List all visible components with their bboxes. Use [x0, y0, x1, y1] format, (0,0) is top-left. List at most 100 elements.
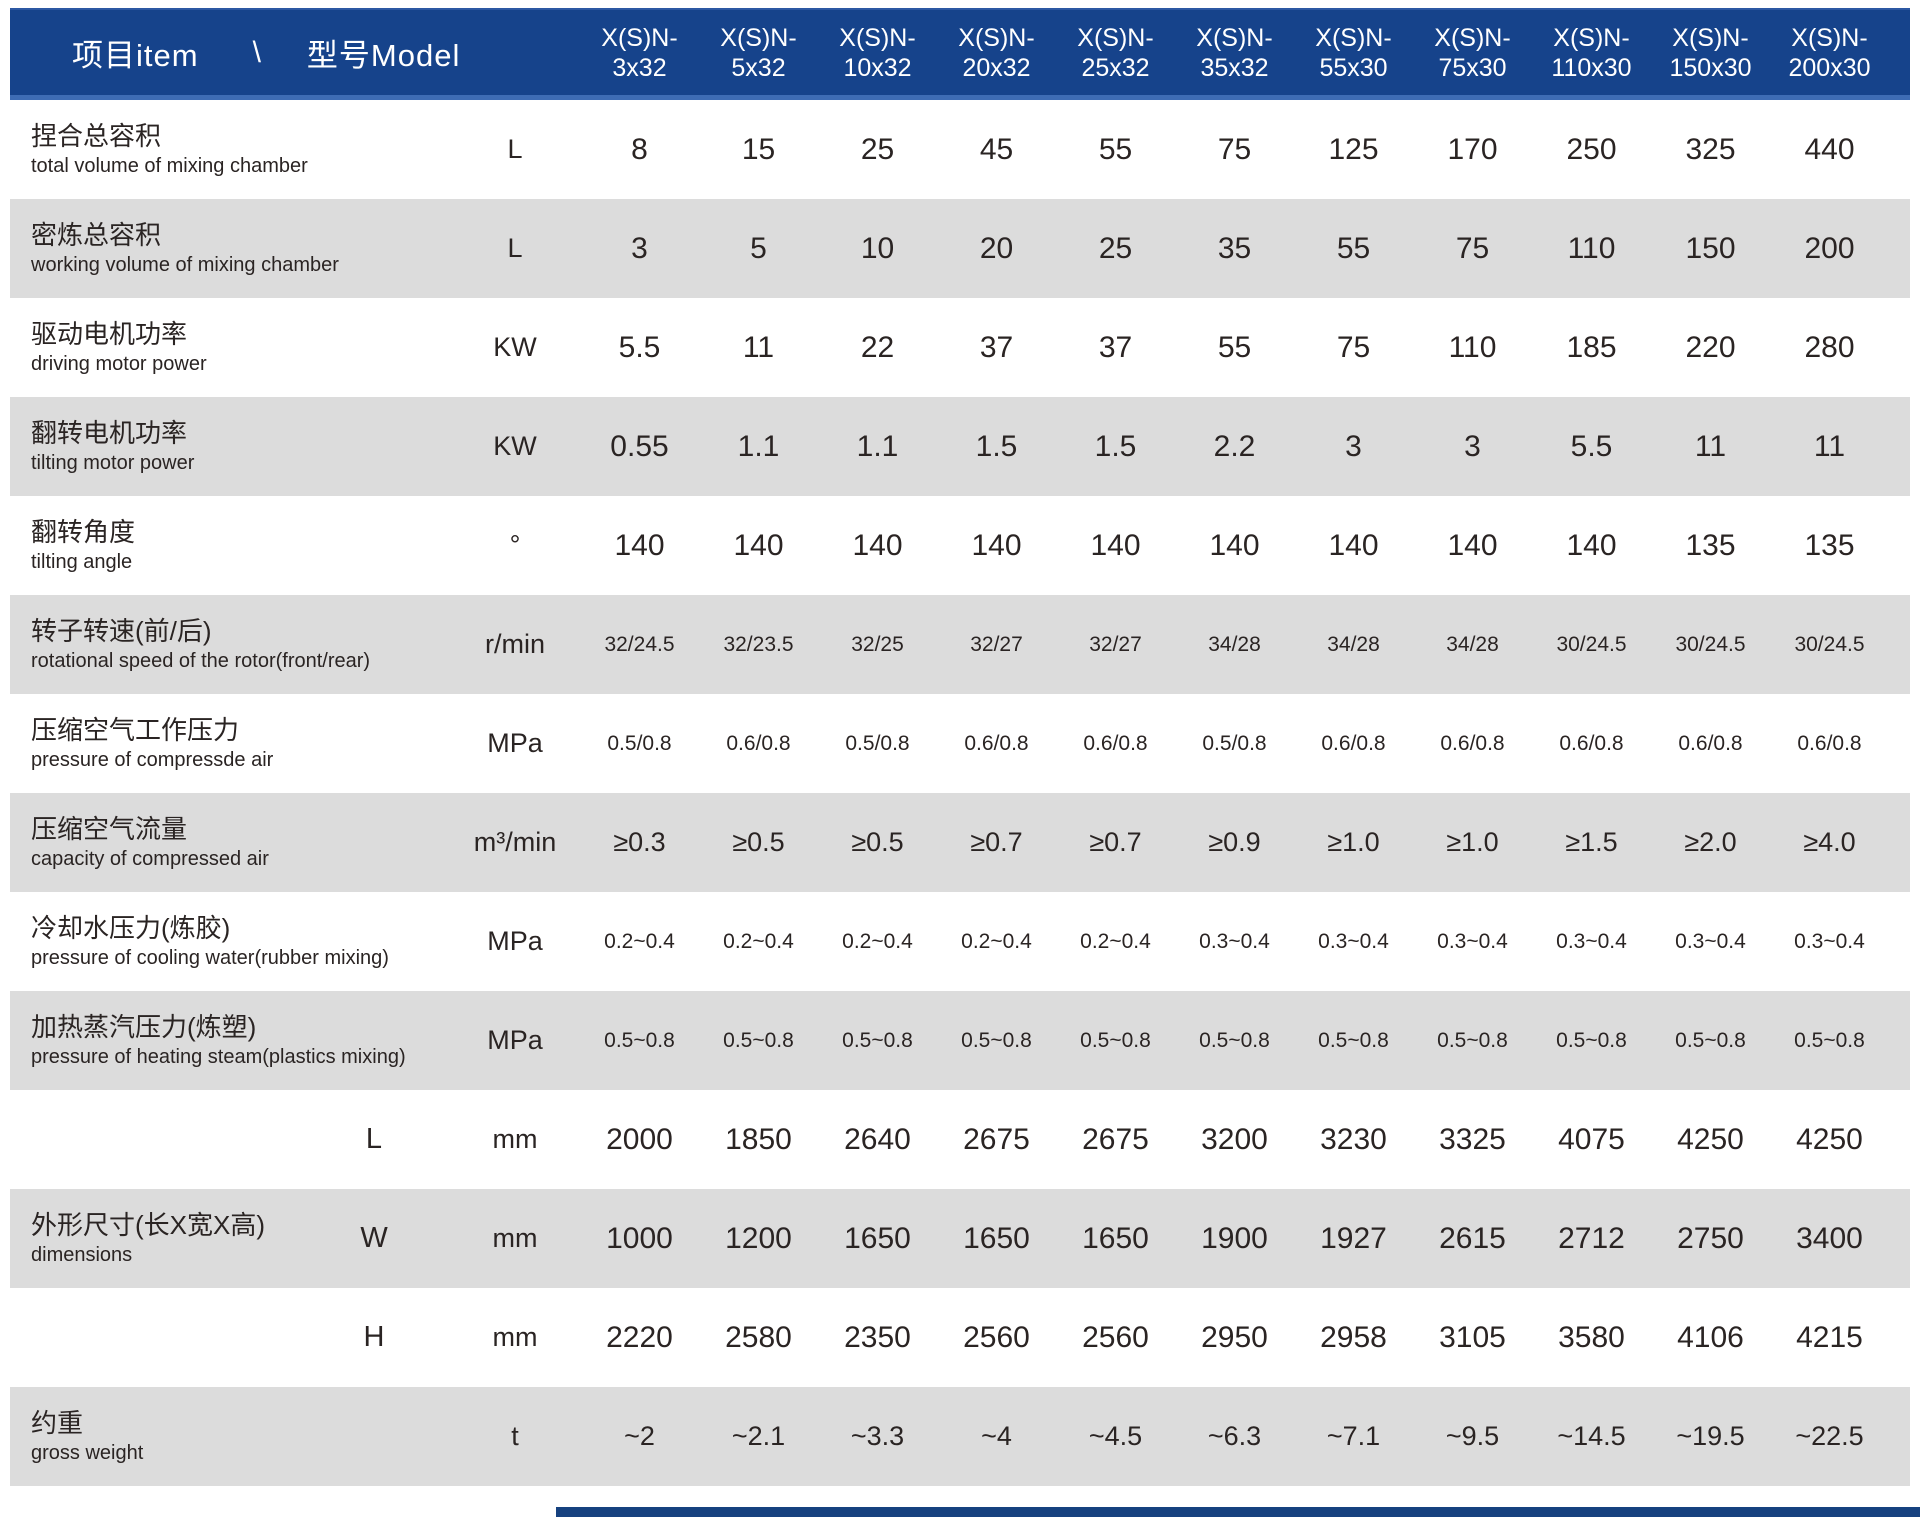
model-prefix: X(S)N- — [1196, 23, 1273, 52]
spec-value: 30/24.5 — [1556, 632, 1627, 656]
spec-value: ≥0.3 — [613, 827, 666, 857]
row-values: ~2 ~2.1 ~3.3 ~4 ~4.5 ~6.3 ~7.1 ~9.5 ~14.5 ~19.5 ~2… — [580, 1421, 1889, 1452]
row-sub-label — [299, 100, 449, 199]
spec-value: 1850 — [725, 1122, 792, 1156]
row-sub-label — [299, 298, 449, 397]
row-label-en: capacity of compressed air — [31, 848, 269, 870]
spec-value: 1927 — [1320, 1221, 1387, 1255]
spec-value: ≥0.7 — [1089, 827, 1142, 857]
spec-value: 5.5 — [618, 330, 661, 364]
spec-row-working-volume: 密炼总容积 working volume of mixing chamber L 3 5… — [10, 199, 1910, 298]
spec-row-gross-weight: 约重 gross weight t ~2 ~2.1 ~3.3 ~4 ~4.5 ~6.3 ~7.1 ~… — [10, 1387, 1910, 1486]
spec-value: ~6.3 — [1207, 1421, 1262, 1451]
row-values: 0.55 1.1 1.1 1.5 1.5 2.2 3 3 5.5 11 11 — [580, 430, 1889, 464]
spec-value: 3105 — [1439, 1320, 1506, 1354]
spec-value: 135 — [1804, 528, 1855, 562]
spec-value: 11 — [1694, 429, 1727, 463]
row-label: H — [10, 1288, 450, 1387]
spec-value: ~3.3 — [850, 1421, 905, 1451]
spec-value: ~2.1 — [731, 1421, 786, 1451]
spec-value: 0.5~0.8 — [961, 1028, 1032, 1052]
row-label-en: pressure of cooling water(rubber mixing) — [31, 947, 389, 969]
row-sub-label — [299, 595, 449, 694]
row-label: 冷却水压力(炼胶) pressure of cooling water(rubbe… — [10, 892, 450, 991]
spec-value: 0.5~0.8 — [1794, 1028, 1865, 1052]
spec-value: 170 — [1447, 132, 1498, 166]
spec-value: 2958 — [1320, 1320, 1387, 1354]
row-label-zh: 外形尺寸(长X宽X高) — [31, 1210, 266, 1240]
spec-value: 11 — [742, 330, 775, 364]
spec-value: 0.2~0.4 — [604, 929, 675, 953]
row-label: 捏合总容积 total volume of mixing chamber — [10, 100, 450, 199]
row-label: 翻转角度 tilting angle — [10, 496, 450, 595]
spec-value: 4075 — [1558, 1122, 1625, 1156]
spec-value: 3400 — [1796, 1221, 1863, 1255]
spec-value: 0.55 — [610, 429, 669, 463]
row-unit: MPa — [487, 728, 543, 758]
row-label-zh: 冷却水压力(炼胶) — [31, 913, 231, 943]
spec-value: 0.6/0.8 — [1440, 731, 1505, 755]
row-label: 约重 gross weight — [10, 1387, 450, 1486]
spec-value: 0.2~0.4 — [1080, 929, 1151, 953]
spec-value: 135 — [1685, 528, 1736, 562]
spec-table: 项目item \ 型号Model X(S)N- 3x32 X(S)N- 5x32 X(S… — [10, 8, 1910, 1486]
spec-value: 2580 — [725, 1320, 792, 1354]
row-label-zh: 加热蒸汽压力(炼塑) — [31, 1012, 257, 1042]
row-sub-label — [299, 397, 449, 496]
spec-row-compressed-air-capacity: 压缩空气流量 capacity of compressed air m³/min ≥0… — [10, 793, 1910, 892]
spec-value: 0.5~0.8 — [1080, 1028, 1151, 1052]
row-label-en: pressure of compressde air — [31, 749, 274, 771]
model-prefix: X(S)N- — [1553, 23, 1630, 52]
spec-value: 200 — [1804, 231, 1855, 265]
row-values: 32/24.5 32/23.5 32/25 32/27 32/27 34/28 34/28 3… — [580, 633, 1889, 657]
spec-value: 110 — [1448, 330, 1497, 364]
spec-value: 3 — [1464, 429, 1481, 463]
model-size: 5x32 — [731, 53, 786, 82]
model-prefix: X(S)N- — [720, 23, 797, 52]
spec-row-tilting-angle: 翻转角度 tilting angle ° 140 140 140 140 140 140 140 1… — [10, 496, 1910, 595]
model-prefix: X(S)N- — [1077, 23, 1154, 52]
spec-row-driving-motor-power: 驱动电机功率 driving motor power KW 5.5 11 22 37 37 55… — [10, 298, 1910, 397]
spec-value: ~4 — [981, 1421, 1012, 1451]
row-label-en: total volume of mixing chamber — [31, 155, 308, 177]
row-label-en: pressure of heating steam(plastics mixin… — [31, 1046, 406, 1068]
spec-value: 140 — [614, 528, 665, 562]
spec-value: ~22.5 — [1795, 1421, 1864, 1451]
spec-value: 11 — [1813, 429, 1846, 463]
spec-value: ~7.1 — [1326, 1421, 1381, 1451]
spec-value: 4106 — [1677, 1320, 1744, 1354]
model-prefix: X(S)N- — [1672, 23, 1749, 52]
row-unit: m³/min — [473, 827, 557, 857]
model-size: 20x32 — [962, 53, 1031, 82]
row-unit: MPa — [487, 926, 543, 956]
model-size: 10x32 — [843, 53, 912, 82]
row-label: 密炼总容积 working volume of mixing chamber — [10, 199, 450, 298]
row-unit: KW — [493, 431, 537, 461]
spec-value: 32/27 — [1089, 632, 1142, 656]
spec-value: 2560 — [963, 1320, 1030, 1354]
row-values: ≥0.3 ≥0.5 ≥0.5 ≥0.7 ≥0.7 ≥0.9 ≥1.0 ≥1.0 ≥1.5 ≥2.0… — [580, 827, 1889, 858]
spec-value: 440 — [1804, 132, 1855, 166]
row-label-zh: 翻转角度 — [31, 517, 136, 547]
row-label-zh: 约重 — [31, 1408, 84, 1438]
row-label-en: gross weight — [31, 1442, 144, 1464]
spec-value: 4250 — [1677, 1122, 1744, 1156]
row-sub-label — [299, 199, 449, 298]
spec-value: 2675 — [963, 1122, 1030, 1156]
row-label-zh: 转子转速(前/后) — [31, 616, 212, 646]
spec-value: 0.5/0.8 — [845, 731, 910, 755]
row-values: 140 140 140 140 140 140 140 140 140 135 135 — [580, 529, 1889, 563]
spec-value: ≥2.0 — [1684, 827, 1737, 857]
model-size: 200x30 — [1788, 53, 1871, 82]
row-unit: mm — [492, 1223, 538, 1253]
spec-value: 0.5~0.8 — [1675, 1028, 1746, 1052]
model-prefix: X(S)N- — [1315, 23, 1392, 52]
row-label-zh: 压缩空气工作压力 — [31, 715, 240, 745]
spec-value: 5 — [750, 231, 767, 265]
spec-value: ≥0.5 — [851, 827, 904, 857]
row-label-en: working volume of mixing chamber — [31, 254, 339, 276]
row-sub-label: L — [365, 1123, 383, 1155]
spec-value: 3 — [1345, 429, 1362, 463]
spec-value: ≥1.0 — [1446, 827, 1499, 857]
row-sub-label — [299, 694, 449, 793]
